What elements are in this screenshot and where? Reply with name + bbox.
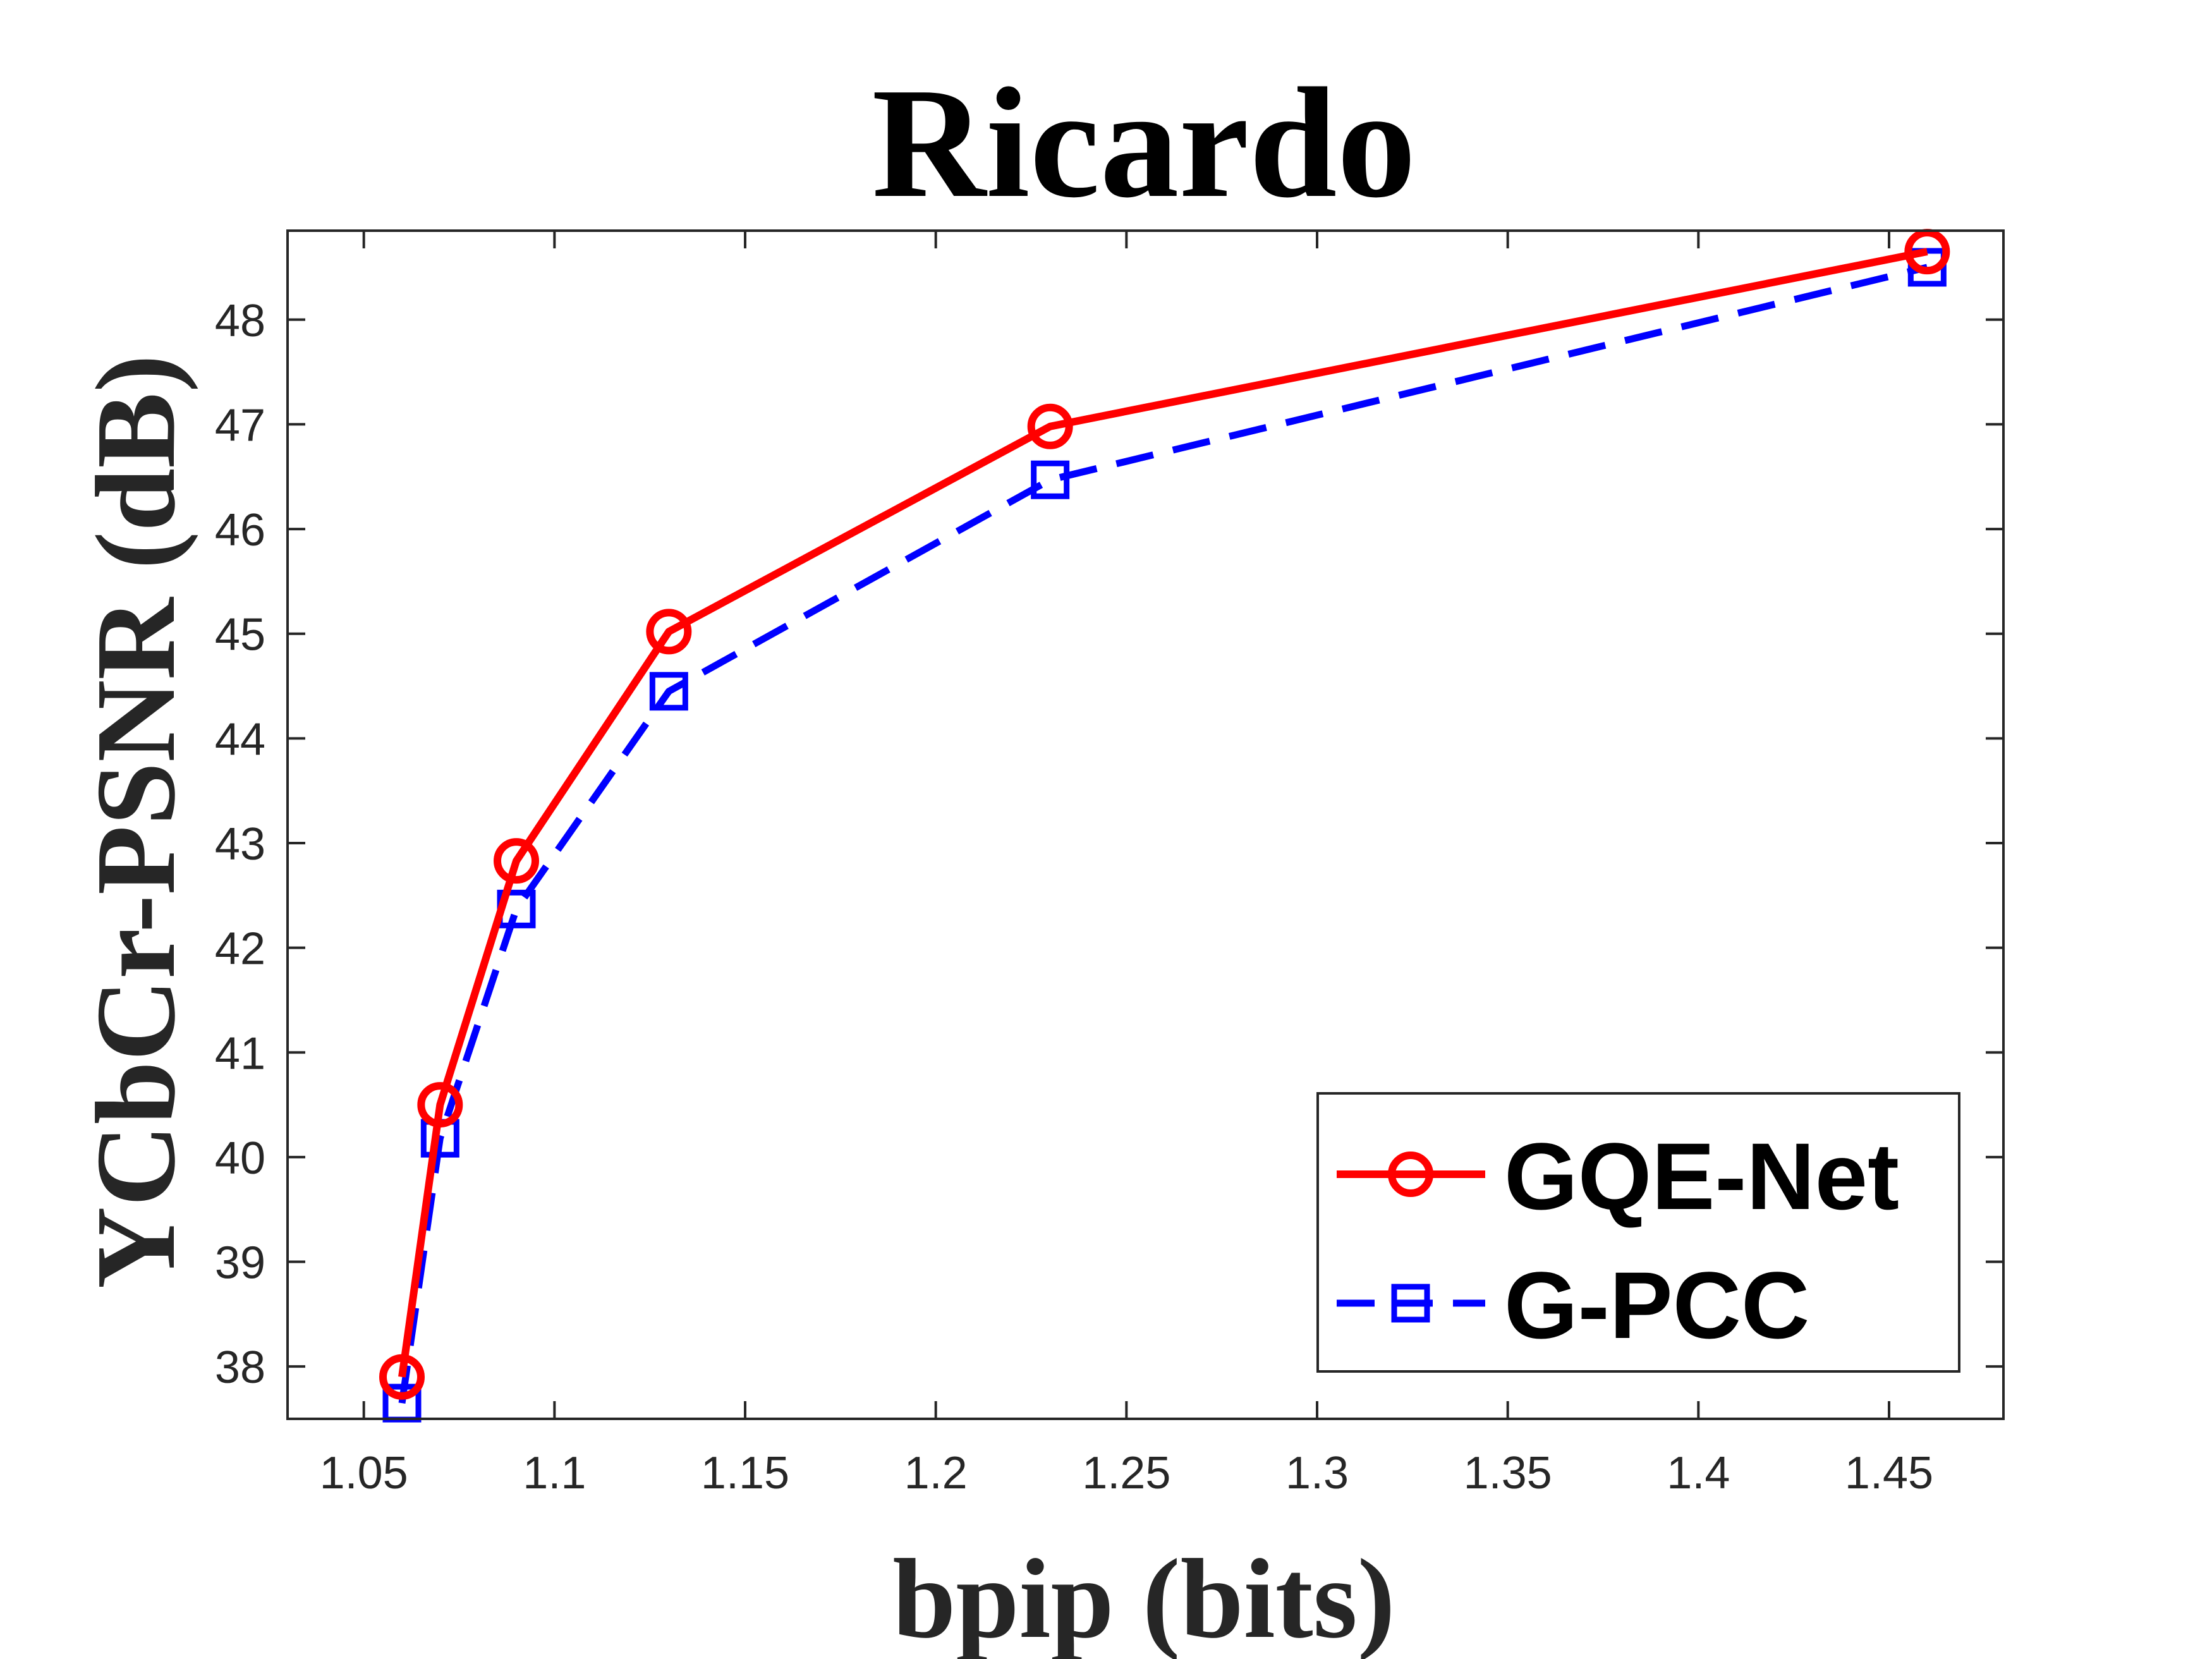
y-tick-label: 48 (215, 296, 265, 346)
data-point-square (649, 672, 688, 711)
y-tick-label: 43 (215, 819, 265, 870)
data-point-circle (417, 1082, 463, 1128)
y-tick-label: 45 (215, 610, 265, 660)
series-gqe-net (379, 229, 1950, 1400)
legend-items: GQE-Net G-PCC (1337, 1123, 1899, 1358)
series-line (398, 264, 1928, 1404)
y-tick-label: 42 (215, 924, 265, 975)
y-tick-label: 38 (215, 1342, 265, 1393)
x-tick-label: 1.3 (1285, 1448, 1349, 1498)
legend-box (1316, 1092, 1960, 1373)
data-point-square (1031, 460, 1070, 499)
legend-label: GQE-Net (1504, 1123, 1899, 1229)
tick-labels-layer: 1.05 1.1 1.15 1.2 1.25 1.3 1.35 1.4 1.45 38 39 40 41… (215, 296, 1933, 1498)
legend-marker-circle (1388, 1152, 1433, 1197)
y-axis-label: YCbCr-PSNR (dB) (73, 355, 198, 1289)
chart-title: Ricardo (872, 56, 1416, 231)
x-tick-label: 1.45 (1845, 1448, 1933, 1498)
x-tick-label: 1.15 (701, 1448, 789, 1498)
y-tick-label: 41 (215, 1028, 265, 1079)
legend-item: GQE-Net (1337, 1123, 1899, 1229)
y-tick-label: 40 (215, 1133, 265, 1184)
series-layer (379, 229, 1950, 1423)
y-tick-label: 46 (215, 505, 265, 556)
x-axis-label: bpip (bits) (892, 1536, 1395, 1659)
data-point-circle (494, 838, 539, 884)
legend-label: G-PCC (1504, 1252, 1809, 1358)
x-tick-label: 1.2 (904, 1448, 968, 1498)
y-tick-label: 47 (215, 400, 265, 451)
x-tick-label: 1.25 (1082, 1448, 1170, 1498)
legend-item: G-PCC (1337, 1252, 1809, 1358)
data-point-circle (379, 1354, 425, 1400)
data-point-circle (1027, 403, 1073, 449)
series-line (398, 248, 1928, 1378)
ticks-layer (288, 231, 2003, 1419)
x-tick-label: 1.1 (523, 1448, 586, 1498)
data-point-circle (646, 609, 692, 655)
legend-marker-square (1391, 1284, 1430, 1323)
x-tick-label: 1.05 (320, 1448, 408, 1498)
y-tick-label: 44 (215, 714, 265, 765)
plot-frame (286, 229, 2005, 1420)
data-point-circle (1904, 229, 1950, 275)
y-tick-label: 39 (215, 1238, 265, 1289)
legend: GQE-Net G-PCC (1316, 1092, 1960, 1373)
x-tick-label: 1.4 (1667, 1448, 1730, 1498)
x-tick-label: 1.35 (1464, 1448, 1552, 1498)
